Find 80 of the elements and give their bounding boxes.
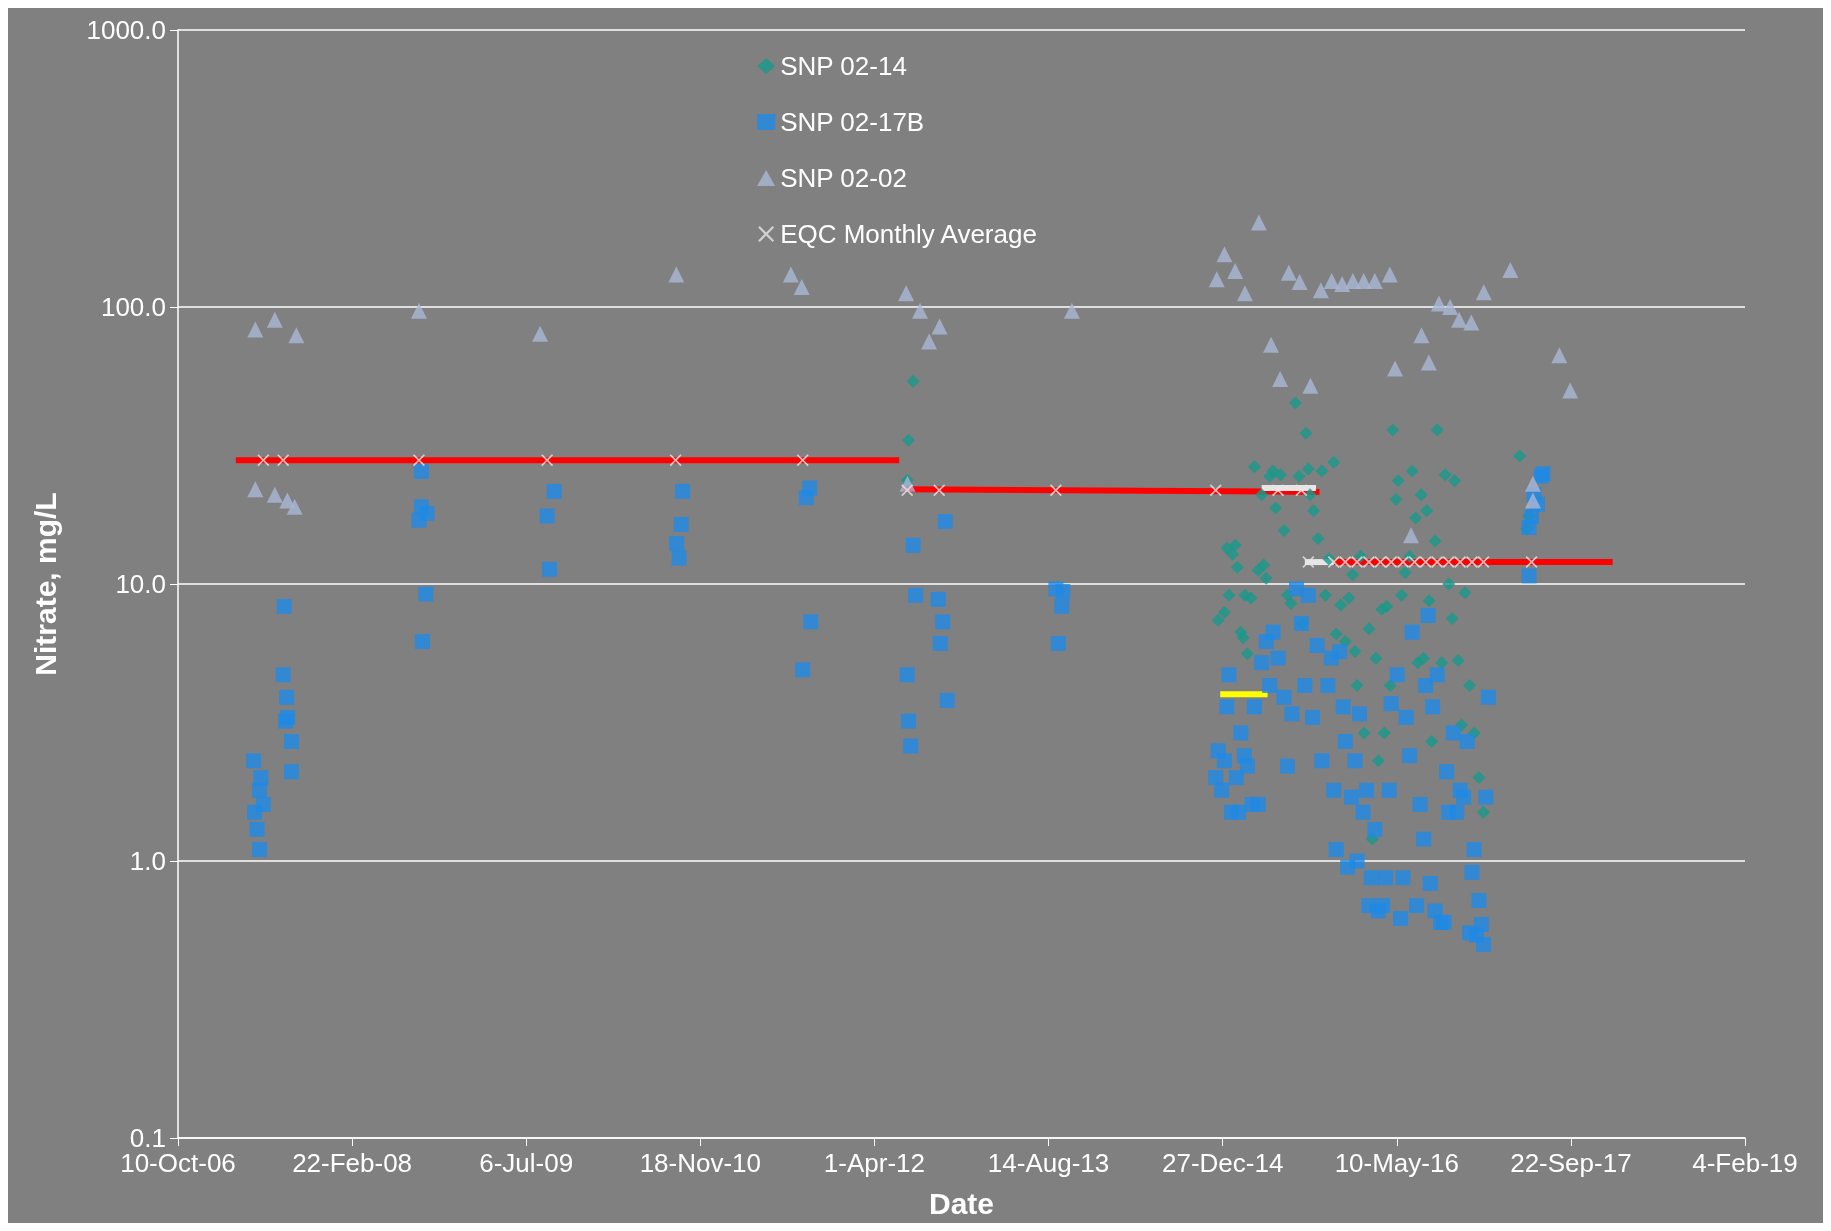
legend-label: SNP 02-14: [780, 51, 907, 81]
y-tick-label: 1.0: [129, 846, 166, 876]
point: [1442, 299, 1459, 315]
x-tick-label: 6-Jul-09: [479, 1148, 574, 1178]
point: [668, 266, 685, 283]
point: [1312, 282, 1329, 299]
point: [1465, 556, 1478, 569]
point: [412, 454, 425, 467]
point: [1263, 336, 1280, 353]
legend-label: SNP 02-02: [780, 163, 907, 193]
point: [1063, 302, 1080, 319]
point: [1385, 556, 1398, 569]
point: [901, 484, 914, 497]
point: [1209, 484, 1222, 497]
point: [410, 302, 427, 319]
x-tick-label: 14-Aug-13: [987, 1148, 1110, 1178]
point: [1250, 214, 1267, 231]
point: [898, 285, 915, 302]
point: [1420, 354, 1437, 371]
point: [1208, 271, 1225, 288]
y-tick-label: 100.0: [100, 292, 166, 322]
point: [912, 302, 929, 319]
x-tick-label: 22-Sep-17: [1510, 1148, 1632, 1178]
point: [1334, 276, 1351, 293]
y-tick-label: 10.0: [115, 569, 166, 599]
x-tick-label: 10-May-16: [1334, 1148, 1459, 1178]
x-tick-label: 4-Feb-19: [1692, 1148, 1798, 1178]
point: [1451, 311, 1468, 328]
point: [1463, 314, 1480, 331]
point: [1413, 327, 1430, 344]
point: [1302, 377, 1319, 394]
point: [1524, 475, 1541, 492]
point: [1381, 266, 1398, 283]
y-tick-label: 1000.0: [86, 15, 166, 45]
point: [1216, 246, 1233, 263]
point: [532, 325, 549, 342]
point: [288, 327, 305, 344]
point: [266, 311, 283, 328]
x-tick-label: 27-Dec-14: [1161, 1148, 1284, 1178]
point: [1387, 360, 1404, 377]
point: [1431, 556, 1444, 569]
point: [1323, 273, 1340, 290]
point: [1227, 262, 1244, 279]
point: [1291, 274, 1308, 291]
point: [1339, 556, 1352, 569]
point: [247, 481, 264, 498]
point: [1295, 484, 1308, 497]
point: [931, 318, 948, 335]
x-axis-title: Date: [928, 1186, 995, 1220]
point: [1366, 273, 1383, 290]
point: [782, 266, 799, 283]
x-tick-label: 22-Feb-08: [292, 1148, 413, 1178]
point: [921, 333, 938, 350]
legend-label: EQC Monthly Average: [780, 219, 1037, 249]
point: [796, 454, 809, 467]
point: [1049, 484, 1062, 497]
point: [1454, 556, 1467, 569]
point: [541, 454, 554, 467]
point: [277, 454, 290, 467]
point: [1362, 556, 1375, 569]
point: [1403, 527, 1420, 544]
legend-label: SNP 02-17B: [780, 107, 925, 137]
point: [247, 321, 264, 338]
point: [1475, 284, 1492, 301]
point: [1397, 556, 1410, 569]
x-tick-label: 1-Apr-12: [823, 1148, 926, 1178]
point: [793, 279, 810, 296]
x-tick-label: 18-Nov-10: [639, 1148, 762, 1178]
point: [933, 484, 946, 497]
point: [1280, 264, 1297, 281]
point: [1272, 370, 1289, 387]
point: [1562, 382, 1579, 399]
point: [266, 486, 283, 503]
point: [257, 454, 270, 467]
y-axis-title: Nitrate, mg/L: [28, 492, 62, 676]
point: [1502, 262, 1519, 279]
point: [1236, 285, 1253, 302]
point: [286, 498, 303, 515]
point: [1430, 295, 1447, 312]
point: [1551, 347, 1568, 364]
